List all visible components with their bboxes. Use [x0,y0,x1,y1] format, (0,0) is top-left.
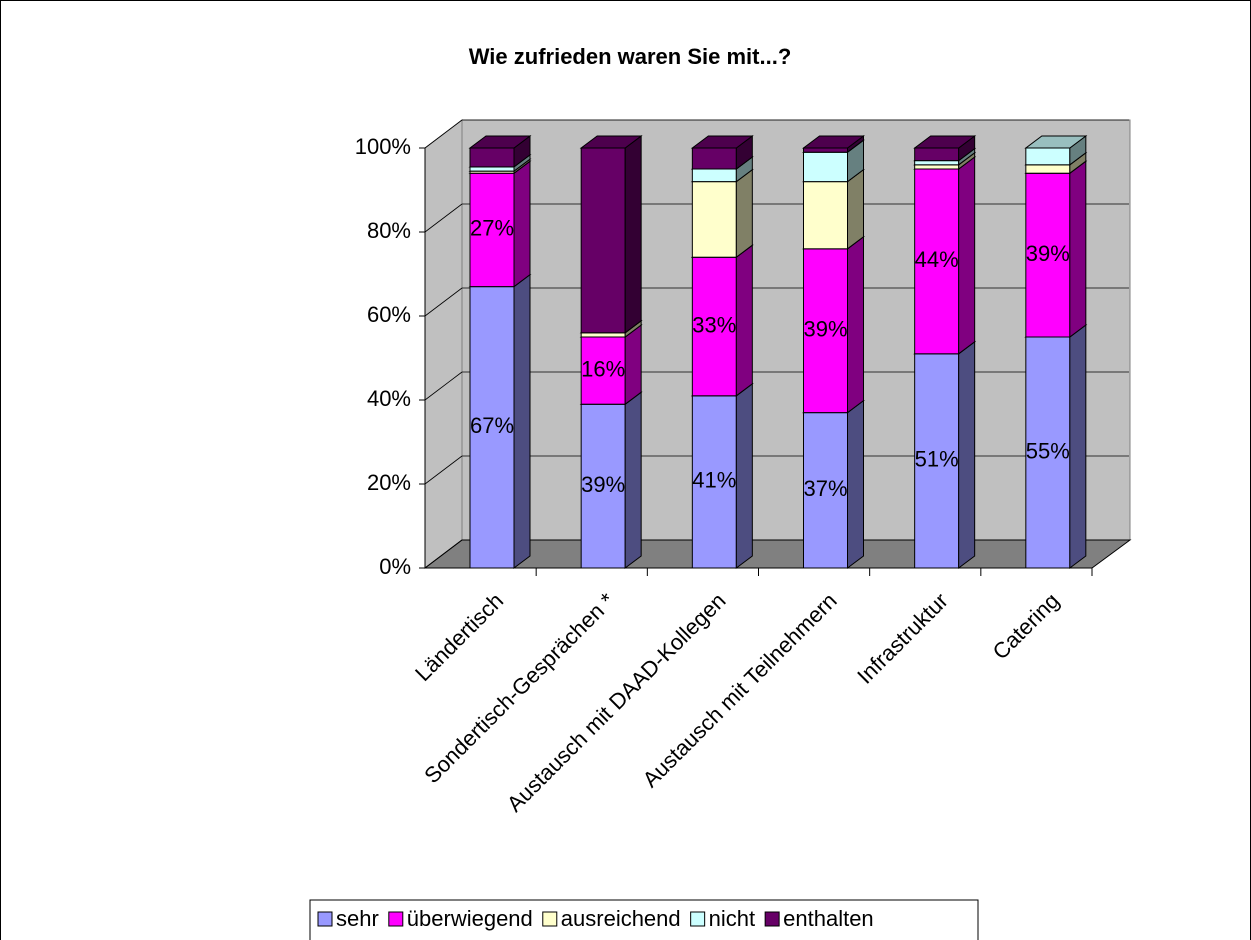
floor [423,539,1132,569]
data-label: 39% [803,317,847,342]
legend-box [309,899,979,940]
bar-segment [469,172,515,288]
grid-line [424,203,463,233]
bar-side [513,160,531,288]
bar-segment [914,160,960,166]
bar-side [624,135,642,334]
bar-side [1069,324,1087,569]
bar-top [802,135,865,149]
bar-segment [803,151,848,183]
side-wall [424,118,463,570]
y-tick-label: 80% [367,218,411,243]
legend-swatch [542,911,558,927]
grid-line [424,539,463,569]
data-label: 33% [692,312,736,337]
bar-top [690,135,754,149]
legend-label: überwiegend [407,906,533,931]
grid-line [424,119,463,149]
data-label: 51% [915,447,959,472]
bar-side [847,168,864,250]
bar-segment [1025,172,1071,338]
bar-top [468,135,532,149]
bar-top [1024,135,1088,149]
bar-segment [914,353,960,569]
bar-segment [469,286,515,569]
data-label: 55% [1026,438,1070,463]
bar-side [958,340,976,569]
bar-side [847,235,864,414]
grid-line [424,287,463,317]
grid-line [424,371,463,401]
legend-label: nicht [709,906,755,931]
bar-top [913,135,977,149]
bar-segment [1025,164,1071,174]
bar-segment [914,164,960,170]
data-label: 41% [692,468,736,493]
bar-segment [580,332,626,338]
bar-side [1069,160,1087,338]
legend-label: enthalten [783,906,874,931]
bar-side [735,244,753,397]
bar-segment [803,181,848,250]
bar-segment [580,336,626,405]
bar-segment [1025,147,1071,166]
y-tick-label: 0% [379,554,411,579]
data-label: 16% [581,356,625,381]
bar-segment [580,147,626,334]
grid-line [424,455,463,485]
bar-side [624,391,642,569]
bar-side [624,324,642,406]
bar-segment [691,181,737,258]
legend-label: sehr [336,906,379,931]
legend-swatch [690,911,706,927]
bar-side [958,156,976,355]
bar-segment [914,168,960,355]
data-label: 44% [915,247,959,272]
bar-segment [803,248,848,414]
y-tick-label: 60% [367,302,411,327]
bar-segment [691,168,737,183]
legend-label: ausreichend [561,906,681,931]
data-label: 39% [1026,241,1070,266]
data-label: 37% [803,476,847,501]
bar-segment [691,147,737,170]
chart-title: Wie zufrieden waren Sie mit...? [469,44,792,69]
legend-swatch [388,911,404,927]
bar-segment [914,147,960,162]
bar-segment [803,147,848,153]
bar-side [735,382,753,569]
data-label: 27% [470,216,514,241]
bar-segment [469,147,515,168]
y-tick-label: 20% [367,470,411,495]
y-tick-label: 40% [367,386,411,411]
legend-swatch [317,911,333,927]
bar-side [513,273,531,569]
bar-side [735,168,753,259]
bar-segment [469,166,515,172]
bar-top [579,135,643,149]
data-label: 39% [581,472,625,497]
y-tick-label: 100% [355,134,411,159]
bar-side [847,399,864,569]
legend-swatch [764,911,780,927]
data-label: 67% [470,413,514,438]
